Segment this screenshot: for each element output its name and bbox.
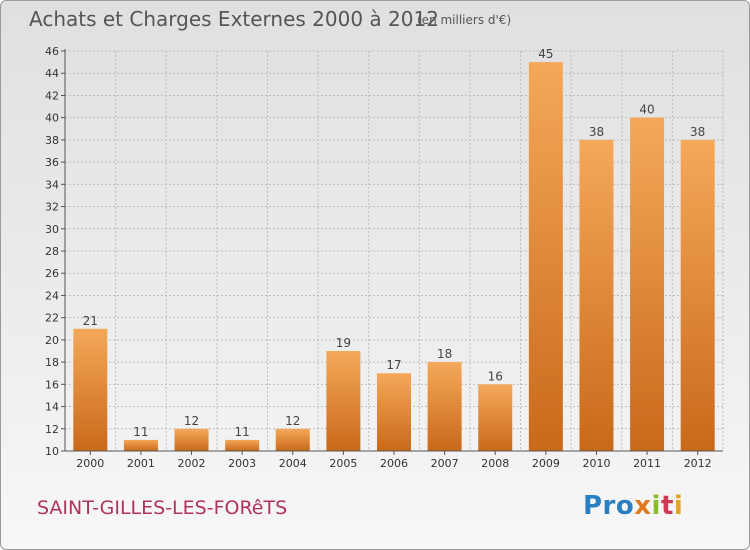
place-name: SAINT-GILLES-LES-FORêTS	[37, 497, 288, 519]
y-tick-label: 24	[45, 289, 59, 302]
data-label: 18	[437, 347, 452, 361]
logo-part: Pro	[583, 491, 635, 521]
data-label: 16	[488, 369, 503, 383]
data-label: 21	[83, 314, 98, 328]
x-tick-label: 2003	[228, 457, 256, 470]
x-tick-label: 2007	[431, 457, 459, 470]
bar	[377, 373, 411, 451]
x-tick-label: 2005	[329, 457, 357, 470]
logo-part: t	[660, 491, 674, 521]
x-tick-label: 2010	[582, 457, 610, 470]
x-tick-label: 2002	[178, 457, 206, 470]
bar	[73, 328, 108, 451]
bar	[275, 428, 310, 451]
data-label: 17	[386, 358, 401, 372]
y-tick-label: 32	[45, 201, 59, 214]
y-tick-label: 22	[45, 312, 59, 325]
bars-layer: 21 11 12 11 12 19 17 18 16 45 38 40 38	[73, 47, 715, 452]
y-tick-label: 36	[45, 156, 59, 169]
bar	[174, 428, 209, 451]
x-tick-label: 2004	[279, 457, 307, 470]
y-tick-label: 40	[45, 112, 59, 125]
y-tick-label: 46	[45, 45, 59, 58]
bar	[528, 62, 563, 451]
bar	[225, 439, 260, 451]
axis-layer: 10 12 14 16 18 20 22 24 26 28 30 32 34 36 38 40 42 44 46 20…	[45, 45, 723, 470]
logo-part: i	[651, 491, 661, 521]
data-label: 11	[133, 425, 148, 439]
data-label: 11	[235, 425, 250, 439]
y-tick-label: 14	[45, 401, 59, 414]
data-label: 40	[639, 103, 654, 117]
y-tick-label: 38	[45, 134, 59, 147]
bar	[579, 139, 614, 451]
x-tick-label: 2011	[633, 457, 661, 470]
logo-part: x	[634, 491, 652, 521]
x-tick-label: 2012	[684, 457, 712, 470]
data-label: 12	[285, 414, 300, 428]
y-tick-label: 26	[45, 267, 59, 280]
y-tick-label: 42	[45, 89, 59, 102]
chart-unit: (en milliers d'€)	[417, 13, 512, 27]
logo-part: i	[673, 491, 684, 521]
data-label: 38	[690, 125, 705, 139]
x-tick-label: 2000	[76, 457, 104, 470]
bar	[680, 139, 715, 451]
data-label: 19	[336, 336, 351, 350]
bar	[478, 384, 513, 451]
proxiti-logo: Proxiti	[583, 491, 683, 521]
x-tick-label: 2001	[127, 457, 155, 470]
data-label: 38	[589, 125, 604, 139]
y-tick-label: 28	[45, 245, 59, 258]
y-tick-label: 18	[45, 356, 59, 369]
bar	[123, 439, 158, 451]
y-tick-label: 20	[45, 334, 59, 347]
data-label: 12	[184, 414, 199, 428]
y-tick-label: 44	[45, 67, 59, 80]
bar	[427, 362, 462, 451]
x-tick-label: 2008	[481, 457, 509, 470]
y-tick-label: 10	[45, 445, 59, 458]
x-tick-label: 2006	[380, 457, 408, 470]
y-tick-label: 34	[45, 178, 59, 191]
y-tick-label: 12	[45, 423, 59, 436]
bar	[326, 351, 361, 451]
data-label: 45	[538, 47, 553, 61]
chart-title: Achats et Charges Externes 2000 à 2012	[29, 7, 439, 31]
bar	[630, 117, 665, 452]
y-tick-label: 30	[45, 223, 59, 236]
y-tick-label: 16	[45, 378, 59, 391]
x-tick-label: 2009	[532, 457, 560, 470]
